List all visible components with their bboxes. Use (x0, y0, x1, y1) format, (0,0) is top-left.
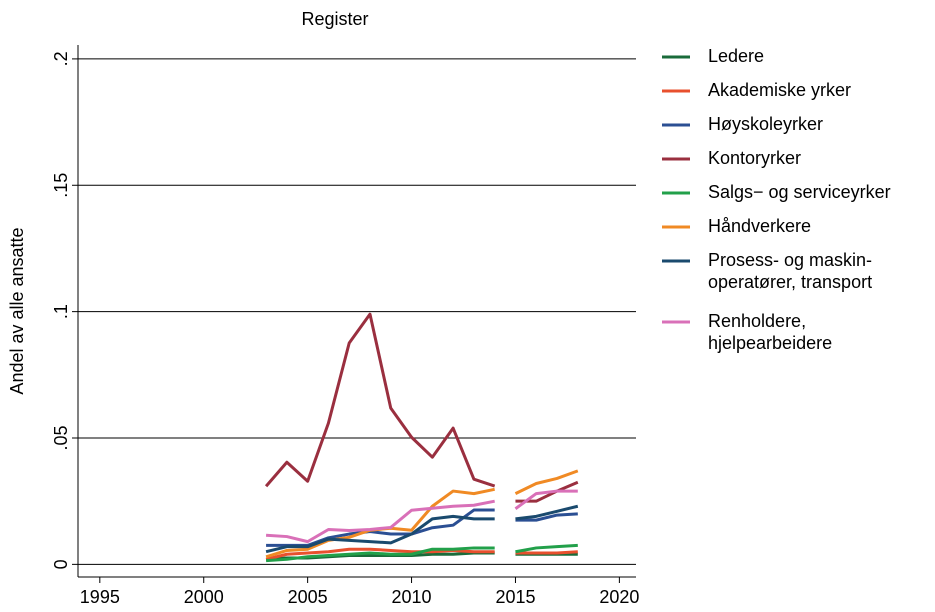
y-tick-label: .15 (51, 173, 71, 198)
x-tick-label: 2010 (392, 587, 432, 607)
series-line (264, 312, 579, 503)
y-tick-label: .2 (51, 51, 71, 66)
chart-title: Register (301, 9, 368, 29)
x-tick-label: 2020 (599, 587, 639, 607)
x-tick-label: 2000 (184, 587, 224, 607)
legend-label: Håndverkere (708, 216, 811, 236)
legend-label: Akademiske yrker (708, 80, 851, 100)
legend-label: Renholdere, hjelpearbeidere (708, 311, 832, 353)
x-tick-label: 2015 (495, 587, 535, 607)
legend-label: Salgs− og serviceyrker (708, 182, 891, 202)
x-tick-label: 1995 (80, 587, 120, 607)
series-line (265, 547, 578, 561)
legend-label: Prosess- og maskin-operatører, transport (708, 250, 872, 292)
y-tick-label: 0 (51, 559, 71, 569)
series-line (265, 489, 578, 544)
legend-label: Høyskoleyrker (708, 114, 823, 134)
y-axis-label: Andel av alle ansatte (7, 227, 27, 394)
legend-label: Ledere (708, 46, 764, 66)
x-tick-label: 2005 (288, 587, 328, 607)
legend-label: Kontoryrker (708, 148, 801, 168)
series-line (265, 543, 578, 563)
series-line (265, 504, 579, 554)
y-tick-label: .1 (51, 304, 71, 319)
y-tick-label: .05 (51, 425, 71, 450)
